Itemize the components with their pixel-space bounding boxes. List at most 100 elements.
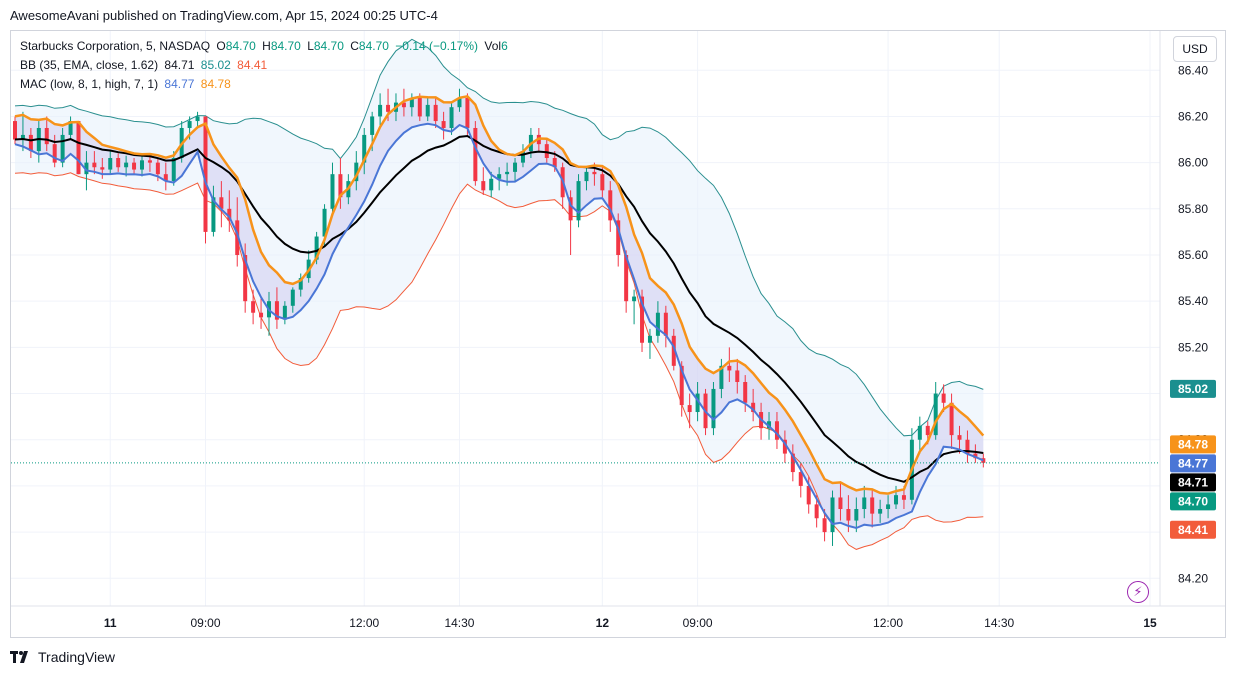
legend-symbol[interactable]: Starbucks Corporation, 5, NASDAQ — [20, 39, 211, 53]
candle-body[interactable] — [20, 134, 25, 140]
price-axis-label[interactable] — [1170, 379, 1216, 398]
candle-body[interactable] — [362, 134, 367, 163]
candle-body[interactable] — [235, 220, 240, 255]
candle-body[interactable] — [227, 208, 232, 221]
candle-body[interactable] — [894, 495, 899, 505]
candle-body[interactable] — [838, 497, 843, 510]
candle-body[interactable] — [219, 197, 224, 209]
price-axis-label[interactable] — [1170, 492, 1216, 511]
candle-body[interactable] — [116, 158, 121, 168]
candle-body[interactable] — [767, 421, 772, 429]
candle-body[interactable] — [354, 162, 359, 182]
candle-body[interactable] — [195, 116, 200, 122]
candle-body[interactable] — [886, 504, 891, 510]
candle-body[interactable] — [449, 107, 454, 128]
candle-body[interactable] — [282, 305, 287, 320]
candle-body[interactable] — [933, 393, 938, 436]
candle-body[interactable] — [163, 174, 168, 182]
candle-body[interactable] — [457, 97, 462, 108]
candle-body[interactable] — [965, 439, 970, 454]
candle-body[interactable] — [259, 312, 264, 318]
candle-body[interactable] — [52, 144, 57, 163]
candle-body[interactable] — [624, 254, 629, 302]
candle-body[interactable] — [481, 181, 486, 191]
candle-body[interactable] — [44, 127, 49, 145]
candle-body[interactable] — [76, 121, 81, 175]
candle-body[interactable] — [417, 97, 422, 117]
legend-mac-row[interactable]: MAC (low, 8, 1, high, 7, 1) 84.77 84.78 — [20, 77, 234, 91]
candle-body[interactable] — [147, 160, 152, 163]
candle-body[interactable] — [782, 439, 787, 454]
mac-high-line[interactable] — [14, 94, 985, 495]
lightning-icon[interactable]: ⚡ — [1127, 581, 1149, 603]
candle-body[interactable] — [632, 296, 637, 302]
candle-body[interactable] — [92, 162, 97, 168]
candle-body[interactable] — [187, 121, 192, 128]
candle-body[interactable] — [401, 102, 406, 108]
candle-body[interactable] — [862, 497, 867, 510]
candle-body[interactable] — [854, 509, 859, 521]
candle-body[interactable] — [171, 158, 176, 182]
chart-frame[interactable] — [10, 30, 1226, 638]
candle-body[interactable] — [13, 121, 17, 140]
candle-body[interactable] — [679, 365, 684, 406]
candle-body[interactable] — [274, 301, 279, 320]
candle-body[interactable] — [687, 405, 692, 413]
candle-body[interactable] — [211, 197, 216, 232]
candle-body[interactable] — [600, 174, 605, 191]
candle-body[interactable] — [68, 121, 73, 135]
candle-body[interactable] — [378, 104, 383, 117]
candle-body[interactable] — [608, 190, 613, 221]
candle-body[interactable] — [386, 104, 391, 112]
candle-body[interactable] — [814, 504, 819, 519]
candle-body[interactable] — [441, 121, 446, 128]
candle-body[interactable] — [497, 174, 502, 179]
candle-body[interactable] — [830, 497, 835, 533]
candle-body[interactable] — [663, 312, 668, 336]
candle-body[interactable] — [60, 134, 65, 163]
candle-body[interactable] — [957, 435, 962, 440]
candle-body[interactable] — [798, 472, 803, 486]
candle-body[interactable] — [743, 382, 748, 403]
candle-body[interactable] — [695, 393, 700, 413]
currency-button[interactable]: USD — [1173, 36, 1217, 62]
candle-body[interactable] — [901, 495, 906, 500]
candle-body[interactable] — [584, 171, 589, 182]
candle-body[interactable] — [203, 116, 208, 232]
mac-low-line[interactable] — [14, 122, 984, 530]
footer-brand[interactable]: TradingView — [10, 649, 115, 665]
candle-body[interactable] — [640, 296, 645, 343]
candle-body[interactable] — [314, 236, 319, 260]
candle-body[interactable] — [370, 116, 375, 135]
candle-body[interactable] — [139, 160, 144, 170]
candle-body[interactable] — [322, 208, 327, 237]
candle-body[interactable] — [465, 97, 470, 128]
candle-body[interactable] — [616, 220, 621, 255]
candle-body[interactable] — [735, 370, 740, 383]
price-axis-label[interactable] — [1170, 473, 1216, 492]
candle-body[interactable] — [409, 97, 414, 108]
candle-body[interactable] — [433, 104, 438, 122]
candle-body[interactable] — [330, 174, 335, 209]
price-axis-label[interactable] — [1170, 435, 1216, 454]
price-axis-label[interactable] — [1170, 520, 1216, 539]
candle-body[interactable] — [846, 509, 851, 521]
candle-body[interactable] — [949, 402, 954, 436]
candle-body[interactable] — [592, 171, 597, 175]
candle-body[interactable] — [870, 497, 875, 514]
candle-body[interactable] — [243, 254, 248, 302]
candle-body[interactable] — [108, 158, 113, 170]
candle-body[interactable] — [751, 402, 756, 413]
candle-body[interactable] — [473, 127, 478, 182]
candle-body[interactable] — [290, 289, 295, 306]
candle-body[interactable] — [878, 509, 883, 514]
candle-body[interactable] — [941, 393, 946, 403]
candle-body[interactable] — [917, 425, 922, 440]
candle-body[interactable] — [155, 162, 160, 175]
candle-body[interactable] — [298, 278, 303, 290]
candle-body[interactable] — [84, 162, 89, 175]
bb-basis-line[interactable] — [14, 134, 984, 483]
price-axis-label[interactable] — [1170, 454, 1216, 473]
candle-body[interactable] — [727, 365, 732, 371]
